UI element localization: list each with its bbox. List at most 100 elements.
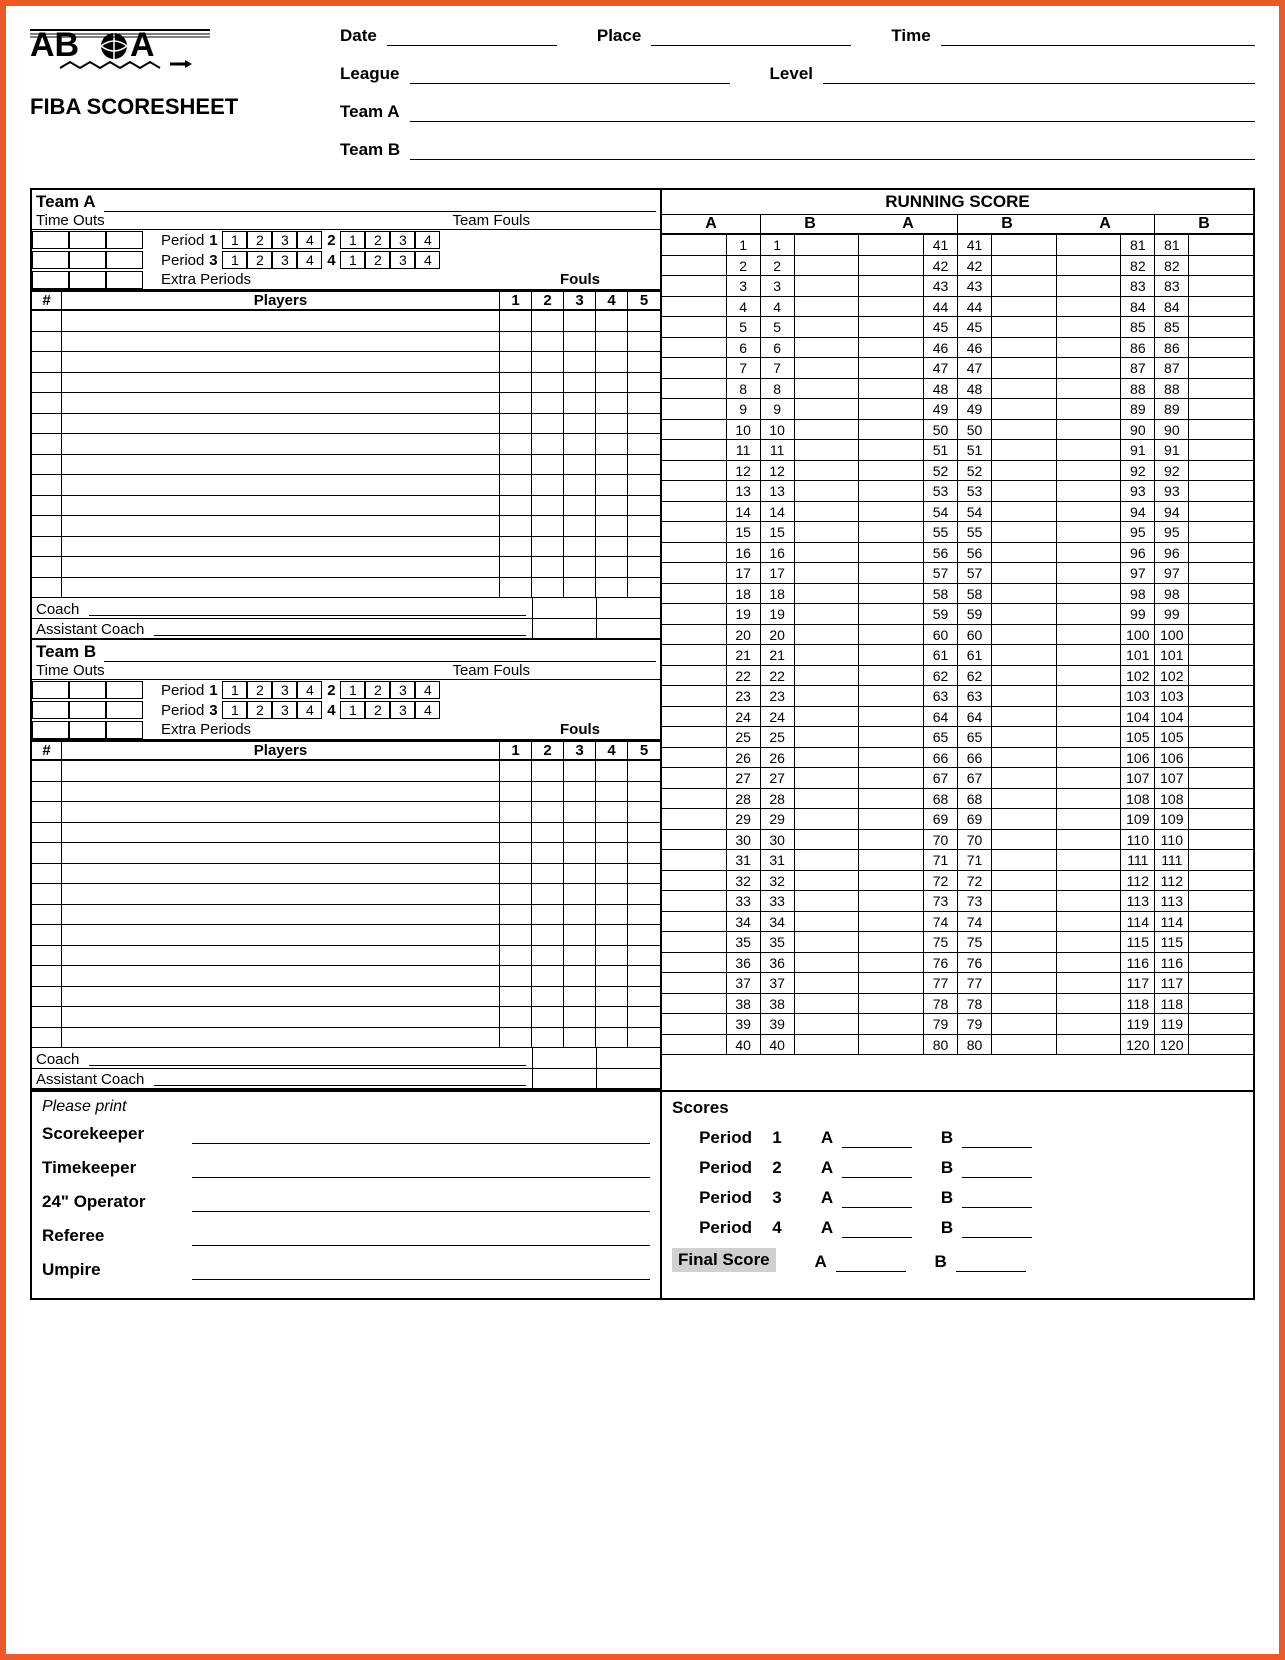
rs-row[interactable]: 114114 bbox=[1057, 912, 1253, 933]
rs-row[interactable]: 4242 bbox=[859, 256, 1055, 277]
rs-row[interactable]: 9191 bbox=[1057, 440, 1253, 461]
rs-row[interactable]: 3131 bbox=[662, 850, 858, 871]
rs-row[interactable]: 5252 bbox=[859, 461, 1055, 482]
foul-boxes-left[interactable]: 1234 bbox=[222, 231, 322, 249]
player-row[interactable] bbox=[32, 455, 660, 476]
rs-row[interactable]: 5353 bbox=[859, 481, 1055, 502]
player-row[interactable] bbox=[32, 946, 660, 967]
input-place[interactable] bbox=[651, 28, 851, 46]
rs-row[interactable]: 119119 bbox=[1057, 1014, 1253, 1035]
team-name-line[interactable] bbox=[104, 197, 656, 212]
player-row[interactable] bbox=[32, 516, 660, 537]
sig-line[interactable] bbox=[192, 1164, 650, 1178]
rs-row[interactable]: 115115 bbox=[1057, 932, 1253, 953]
timeout-boxes[interactable] bbox=[32, 251, 143, 269]
rs-row[interactable]: 8585 bbox=[1057, 317, 1253, 338]
rs-row[interactable]: 6363 bbox=[859, 686, 1055, 707]
rs-row[interactable]: 3030 bbox=[662, 830, 858, 851]
rs-row[interactable]: 3939 bbox=[662, 1014, 858, 1035]
player-row[interactable] bbox=[32, 966, 660, 987]
rs-row[interactable]: 100100 bbox=[1057, 625, 1253, 646]
rs-row[interactable]: 109109 bbox=[1057, 809, 1253, 830]
coach-line[interactable] bbox=[89, 1054, 526, 1066]
rs-row[interactable]: 6969 bbox=[859, 809, 1055, 830]
player-row[interactable] bbox=[32, 475, 660, 496]
rs-row[interactable]: 107107 bbox=[1057, 768, 1253, 789]
timeout-boxes-extra[interactable] bbox=[32, 721, 143, 739]
player-row[interactable] bbox=[32, 557, 660, 578]
rs-row[interactable]: 7272 bbox=[859, 871, 1055, 892]
timeout-boxes[interactable] bbox=[32, 231, 143, 249]
rs-row[interactable]: 6060 bbox=[859, 625, 1055, 646]
rs-row[interactable]: 117117 bbox=[1057, 973, 1253, 994]
rs-row[interactable]: 6161 bbox=[859, 645, 1055, 666]
rs-row[interactable]: 1515 bbox=[662, 522, 858, 543]
rs-row[interactable]: 108108 bbox=[1057, 789, 1253, 810]
player-row[interactable] bbox=[32, 987, 660, 1008]
player-row[interactable] bbox=[32, 802, 660, 823]
rs-row[interactable]: 8989 bbox=[1057, 399, 1253, 420]
rs-row[interactable]: 7777 bbox=[859, 973, 1055, 994]
coach-line[interactable] bbox=[89, 604, 526, 616]
score-b[interactable] bbox=[962, 1224, 1032, 1238]
rs-row[interactable]: 9595 bbox=[1057, 522, 1253, 543]
input-date[interactable] bbox=[387, 28, 557, 46]
rs-row[interactable]: 1818 bbox=[662, 584, 858, 605]
rs-row[interactable]: 7676 bbox=[859, 953, 1055, 974]
player-row[interactable] bbox=[32, 823, 660, 844]
rs-row[interactable]: 120120 bbox=[1057, 1035, 1253, 1056]
rs-row[interactable]: 22 bbox=[662, 256, 858, 277]
rs-row[interactable]: 8383 bbox=[1057, 276, 1253, 297]
player-row[interactable] bbox=[32, 864, 660, 885]
rs-row[interactable]: 4747 bbox=[859, 358, 1055, 379]
rs-row[interactable]: 44 bbox=[662, 297, 858, 318]
player-row[interactable] bbox=[32, 434, 660, 455]
rs-row[interactable]: 1111 bbox=[662, 440, 858, 461]
rs-row[interactable]: 2626 bbox=[662, 748, 858, 769]
foul-boxes-left[interactable]: 1234 bbox=[222, 681, 322, 699]
rs-row[interactable]: 3636 bbox=[662, 953, 858, 974]
rs-row[interactable]: 6565 bbox=[859, 727, 1055, 748]
rs-row[interactable]: 1010 bbox=[662, 420, 858, 441]
score-a[interactable] bbox=[842, 1194, 912, 1208]
rs-row[interactable]: 8484 bbox=[1057, 297, 1253, 318]
input-level[interactable] bbox=[823, 66, 1255, 84]
rs-row[interactable]: 2424 bbox=[662, 707, 858, 728]
rs-row[interactable]: 7070 bbox=[859, 830, 1055, 851]
rs-row[interactable]: 6666 bbox=[859, 748, 1055, 769]
rs-row[interactable]: 3737 bbox=[662, 973, 858, 994]
player-row[interactable] bbox=[32, 332, 660, 353]
rs-row[interactable]: 112112 bbox=[1057, 871, 1253, 892]
rs-row[interactable]: 2020 bbox=[662, 625, 858, 646]
coach-box[interactable] bbox=[596, 598, 660, 618]
final-a[interactable] bbox=[836, 1258, 906, 1272]
rs-row[interactable]: 2525 bbox=[662, 727, 858, 748]
rs-row[interactable]: 7171 bbox=[859, 850, 1055, 871]
player-row[interactable] bbox=[32, 352, 660, 373]
score-b[interactable] bbox=[962, 1164, 1032, 1178]
rs-row[interactable]: 8888 bbox=[1057, 379, 1253, 400]
player-row[interactable] bbox=[32, 373, 660, 394]
rs-row[interactable]: 9999 bbox=[1057, 604, 1253, 625]
foul-boxes-right[interactable]: 1234 bbox=[340, 251, 440, 269]
sig-line[interactable] bbox=[192, 1130, 650, 1144]
rs-row[interactable]: 5757 bbox=[859, 563, 1055, 584]
rs-row[interactable]: 113113 bbox=[1057, 891, 1253, 912]
rs-row[interactable]: 118118 bbox=[1057, 994, 1253, 1015]
rs-row[interactable]: 101101 bbox=[1057, 645, 1253, 666]
rs-row[interactable]: 103103 bbox=[1057, 686, 1253, 707]
rs-row[interactable]: 33 bbox=[662, 276, 858, 297]
rs-row[interactable]: 7373 bbox=[859, 891, 1055, 912]
rs-row[interactable]: 6767 bbox=[859, 768, 1055, 789]
rs-row[interactable]: 1212 bbox=[662, 461, 858, 482]
rs-row[interactable]: 105105 bbox=[1057, 727, 1253, 748]
rs-row[interactable]: 55 bbox=[662, 317, 858, 338]
rs-row[interactable]: 3838 bbox=[662, 994, 858, 1015]
foul-boxes-left[interactable]: 1234 bbox=[222, 251, 322, 269]
rs-row[interactable]: 3333 bbox=[662, 891, 858, 912]
player-row[interactable] bbox=[32, 905, 660, 926]
sig-line[interactable] bbox=[192, 1198, 650, 1212]
rs-row[interactable]: 4141 bbox=[859, 235, 1055, 256]
rs-row[interactable]: 6868 bbox=[859, 789, 1055, 810]
rs-row[interactable]: 2222 bbox=[662, 666, 858, 687]
